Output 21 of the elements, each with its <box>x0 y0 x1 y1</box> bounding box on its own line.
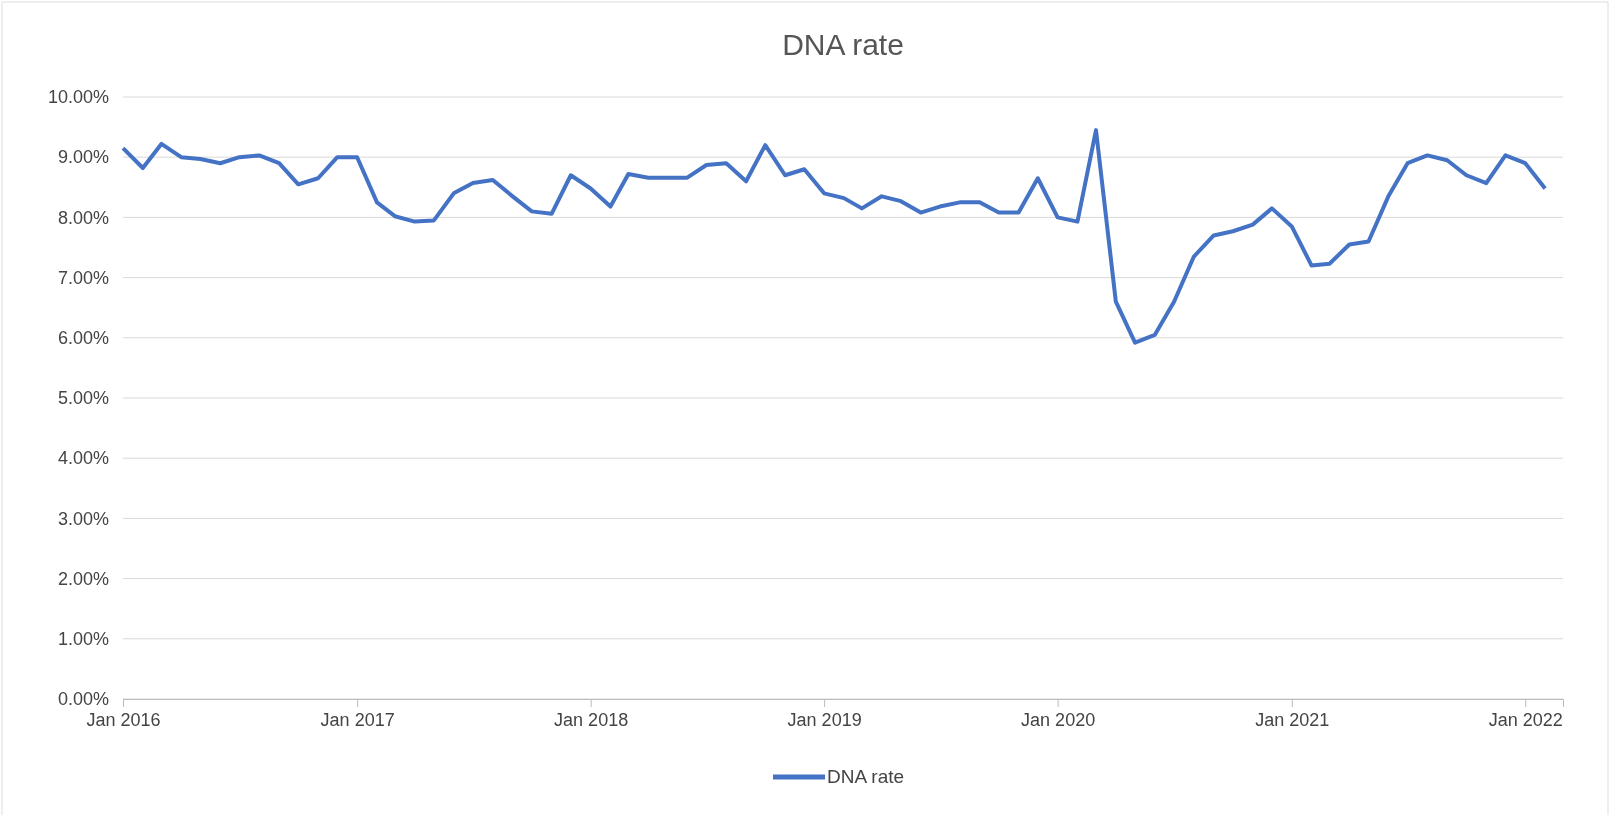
x-tick-label: Jan 2020 <box>1021 709 1096 730</box>
x-tick-label: Jan 2017 <box>320 709 395 730</box>
y-tick-label: 5.00% <box>57 388 109 409</box>
y-tick-label: 3.00% <box>57 508 109 529</box>
y-tick-label: 0.00% <box>57 689 109 710</box>
y-tick-label: 8.00% <box>57 207 109 228</box>
y-tick-label: 7.00% <box>57 267 109 288</box>
x-tick-label: Jan 2022 <box>1488 709 1563 730</box>
y-tick-label: 9.00% <box>57 147 109 168</box>
x-tick-label: Jan 2018 <box>554 709 629 730</box>
chart-title: DNA rate <box>782 28 904 61</box>
x-tick-label: Jan 2016 <box>86 709 161 730</box>
legend-label: DNA rate <box>827 766 905 787</box>
y-tick-label: 4.00% <box>57 448 109 469</box>
y-tick-label: 10.00% <box>47 87 109 108</box>
y-tick-label: 6.00% <box>57 328 109 349</box>
line-series <box>121 128 1548 345</box>
x-tick-label: Jan 2021 <box>1255 709 1330 730</box>
y-tick-label: 2.00% <box>57 568 109 589</box>
x-tick-label: Jan 2019 <box>787 709 862 730</box>
y-tick-label: 1.00% <box>57 629 109 650</box>
